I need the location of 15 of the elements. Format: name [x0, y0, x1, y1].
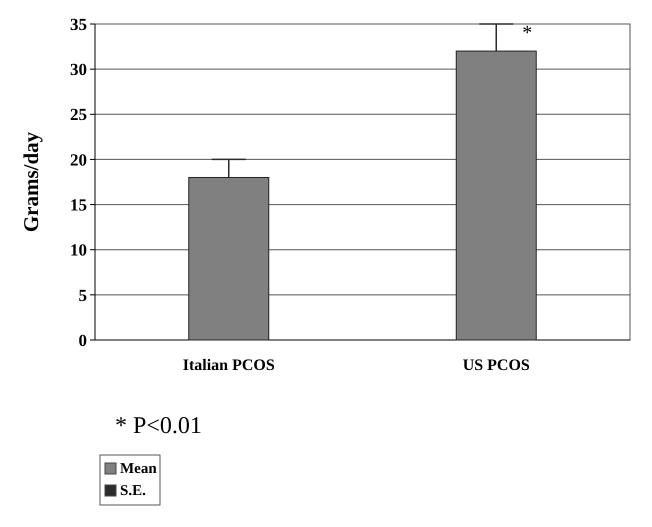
x-tick-label: US PCOS — [462, 357, 530, 374]
y-tick-label: 5 — [78, 286, 87, 305]
legend-label: Mean — [120, 461, 158, 477]
y-tick-label: 0 — [78, 330, 87, 350]
y-tick-label: 15 — [70, 196, 87, 215]
y-axis-title: Grams/day — [19, 131, 43, 232]
x-tick-label: Italian PCOS — [182, 357, 275, 374]
y-tick-label: 10 — [70, 240, 87, 260]
y-tick-label: 20 — [70, 150, 87, 170]
y-tick-label: 30 — [70, 60, 87, 80]
y-tick-label: 35 — [70, 14, 87, 34]
annotation: * — [522, 22, 532, 44]
text: * P<0.01 — [115, 413, 202, 439]
legend-label: S.E. — [120, 483, 146, 499]
y-tick-label: 25 — [70, 105, 87, 124]
